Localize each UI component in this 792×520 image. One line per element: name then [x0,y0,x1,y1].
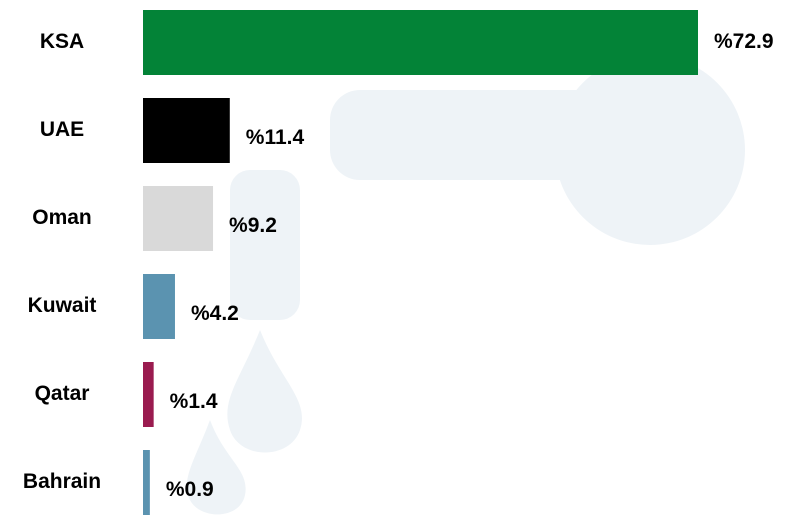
bar [143,274,175,339]
category-label: KSA [40,30,84,53]
value-label: %4.2 [191,302,239,325]
category-label: Oman [32,206,92,229]
value-label: %11.4 [246,126,305,149]
bar [143,98,230,163]
category-label: Bahrain [23,470,101,493]
chart: KSA %72.9 UAE %11.4 Oman %9.2 Kuwait %4.2 Qatar%… [0,0,792,520]
value-label: %9.2 [229,214,277,237]
bar [143,186,213,251]
bar [143,362,154,427]
bar [143,10,698,75]
value-label: %0.9 [166,478,214,501]
category-label: Qatar [35,382,90,405]
bar [143,450,150,515]
value-label: %1.4 [170,390,218,413]
category-label: UAE [40,118,84,141]
background-watermark [187,55,745,514]
category-label: Kuwait [28,294,97,317]
value-label: %72.9 [714,30,774,53]
